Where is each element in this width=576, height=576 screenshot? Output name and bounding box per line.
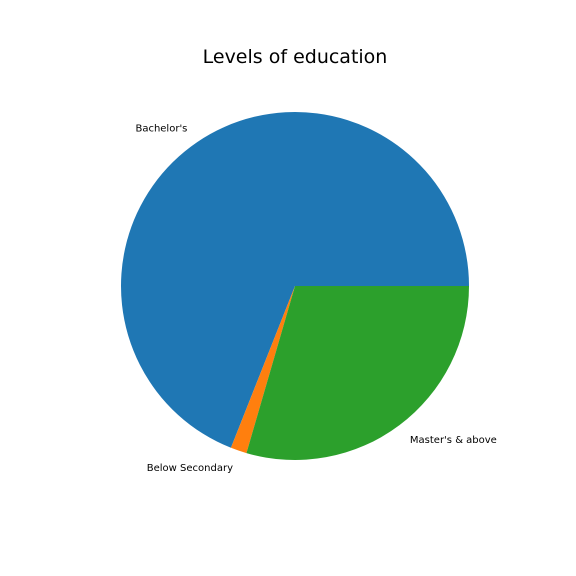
pie-slices bbox=[121, 111, 470, 460]
pie-labels: Bachelor's Below Secondary Master's & abov… bbox=[135, 124, 496, 474]
pie-slice-master-s-above bbox=[246, 286, 469, 460]
pie-slice-below-secondary bbox=[230, 286, 295, 454]
pie-label-bachelor-s: Bachelor's bbox=[135, 124, 187, 135]
pie-slice-bachelor-s bbox=[121, 111, 470, 448]
chart-title: Levels of education bbox=[203, 46, 388, 68]
pie-label-below-secondary: Below Secondary bbox=[147, 463, 233, 474]
pie-label-master-s-above: Master's & above bbox=[410, 435, 497, 446]
